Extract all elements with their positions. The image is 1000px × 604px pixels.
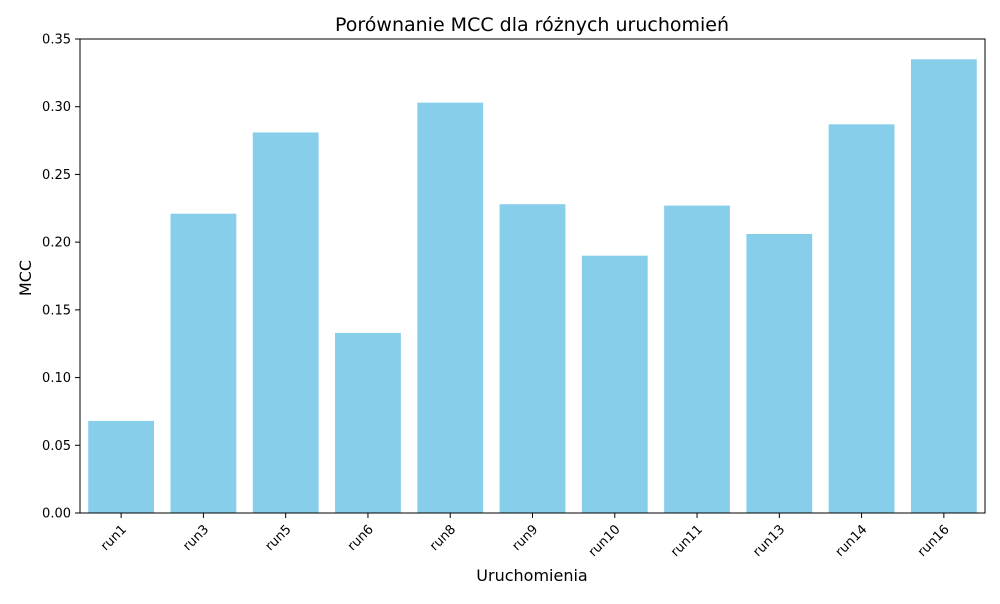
- bar-run1: [88, 420, 155, 513]
- y-tick-label: 0.15: [42, 303, 71, 318]
- bar-run14: [828, 124, 895, 513]
- x-tick-label: run14: [833, 522, 871, 560]
- bar-run3: [170, 213, 237, 513]
- bar-run10: [581, 255, 648, 513]
- y-tick-label: 0.35: [42, 33, 71, 48]
- bar-run13: [746, 234, 813, 513]
- bar-run16: [910, 59, 977, 514]
- x-tick-label: run11: [668, 522, 706, 560]
- y-axis-ticks: 0.00 0.05 0.10 0.15 0.20 0.25 0.30 0.35: [42, 33, 80, 522]
- bar-run5: [252, 132, 319, 513]
- x-tick-label: run1: [98, 522, 130, 554]
- x-axis-ticks: run1 run3 run5 run6 run8 run9 run10 run11 run13 r…: [98, 513, 953, 560]
- chart-title: Porównanie MCC dla różnych uruchomień: [335, 14, 729, 36]
- y-tick-label: 0.05: [42, 439, 71, 454]
- bar-run6: [335, 332, 401, 513]
- x-tick-label: run5: [263, 522, 295, 554]
- y-axis-label: MCC: [16, 260, 35, 296]
- x-axis-label: Uruchomienia: [476, 566, 587, 585]
- x-tick-label: run13: [750, 522, 788, 560]
- bar-run11: [664, 205, 730, 513]
- x-tick-label: run3: [180, 522, 212, 554]
- bars-layer: [88, 59, 977, 514]
- y-tick-label: 0.30: [42, 100, 71, 115]
- x-tick-label: run9: [509, 522, 541, 554]
- x-tick-label: run8: [427, 522, 459, 554]
- bar-run8: [417, 102, 484, 513]
- y-tick-label: 0.20: [42, 236, 71, 251]
- bar-run9: [499, 204, 566, 514]
- y-tick-label: 0.25: [42, 168, 71, 183]
- y-tick-label: 0.10: [42, 371, 71, 386]
- y-tick-label: 0.00: [42, 507, 71, 522]
- x-tick-label: run16: [915, 522, 953, 560]
- plot-frame: [79, 38, 986, 514]
- x-tick-label: run6: [345, 522, 377, 554]
- x-tick-label: run10: [586, 522, 624, 560]
